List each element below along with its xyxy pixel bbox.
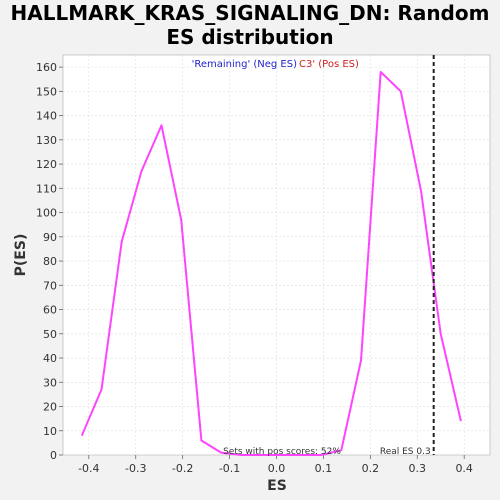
y-tick-label: 50 — [43, 328, 57, 341]
x-tick-label: 0.3 — [409, 462, 427, 475]
series-layer — [80, 71, 462, 456]
y-tick-label: 110 — [36, 182, 57, 195]
real-es-label: Real ES 0.3 — [380, 447, 431, 457]
x-tick-label: 0.1 — [315, 462, 333, 475]
legend-pos-es: C3' (Pos ES) — [299, 59, 359, 70]
y-tick-label: 20 — [43, 401, 57, 414]
chart-title-line2: ES distribution — [166, 25, 333, 49]
x-tick-label: -0.3 — [125, 462, 146, 475]
x-tick-label: 0.2 — [362, 462, 380, 475]
y-tick-label: 150 — [36, 85, 57, 98]
chart-title-line1: HALLMARK_KRAS_SIGNALING_DN: Random — [11, 1, 490, 25]
x-tick-label: 0.0 — [268, 462, 286, 475]
y-tick-label: 100 — [36, 207, 57, 220]
y-tick-label: 30 — [43, 376, 57, 389]
y-tick-label: 10 — [43, 425, 57, 438]
y-tick-label: 90 — [43, 231, 57, 244]
annotations-layer: Real ES 0.3 — [380, 55, 435, 457]
y-tick-label: 120 — [36, 158, 57, 171]
y-axis-label: P(ES) — [13, 234, 29, 277]
x-tick-label: 0.4 — [455, 462, 473, 475]
y-tick-label: 40 — [43, 352, 57, 365]
grid-lines — [63, 55, 490, 456]
x-tick-label: -0.2 — [172, 462, 193, 475]
y-tick-label: 70 — [43, 279, 57, 292]
y-tick-label: 0 — [50, 449, 57, 462]
y-tick-label: 80 — [43, 255, 57, 268]
x-tick-label: -0.1 — [219, 462, 240, 475]
y-tick-label: 160 — [36, 61, 57, 74]
y-tick-label: 140 — [36, 110, 57, 123]
pos-scores-annotation: Sets with pos scores: 52% — [223, 447, 341, 457]
x-tick-label: -0.4 — [78, 462, 99, 475]
es-distribution-line — [80, 71, 462, 456]
y-tick-label: 130 — [36, 134, 57, 147]
axis-ticks: 0 10 20 30 40 50 60 70 80 90 100 110 120 130 140 150 160… — [36, 61, 473, 475]
x-axis-label: ES — [267, 478, 287, 494]
y-tick-label: 60 — [43, 304, 57, 317]
legend-neg-es: 'Remaining' (Neg ES) — [192, 59, 298, 70]
